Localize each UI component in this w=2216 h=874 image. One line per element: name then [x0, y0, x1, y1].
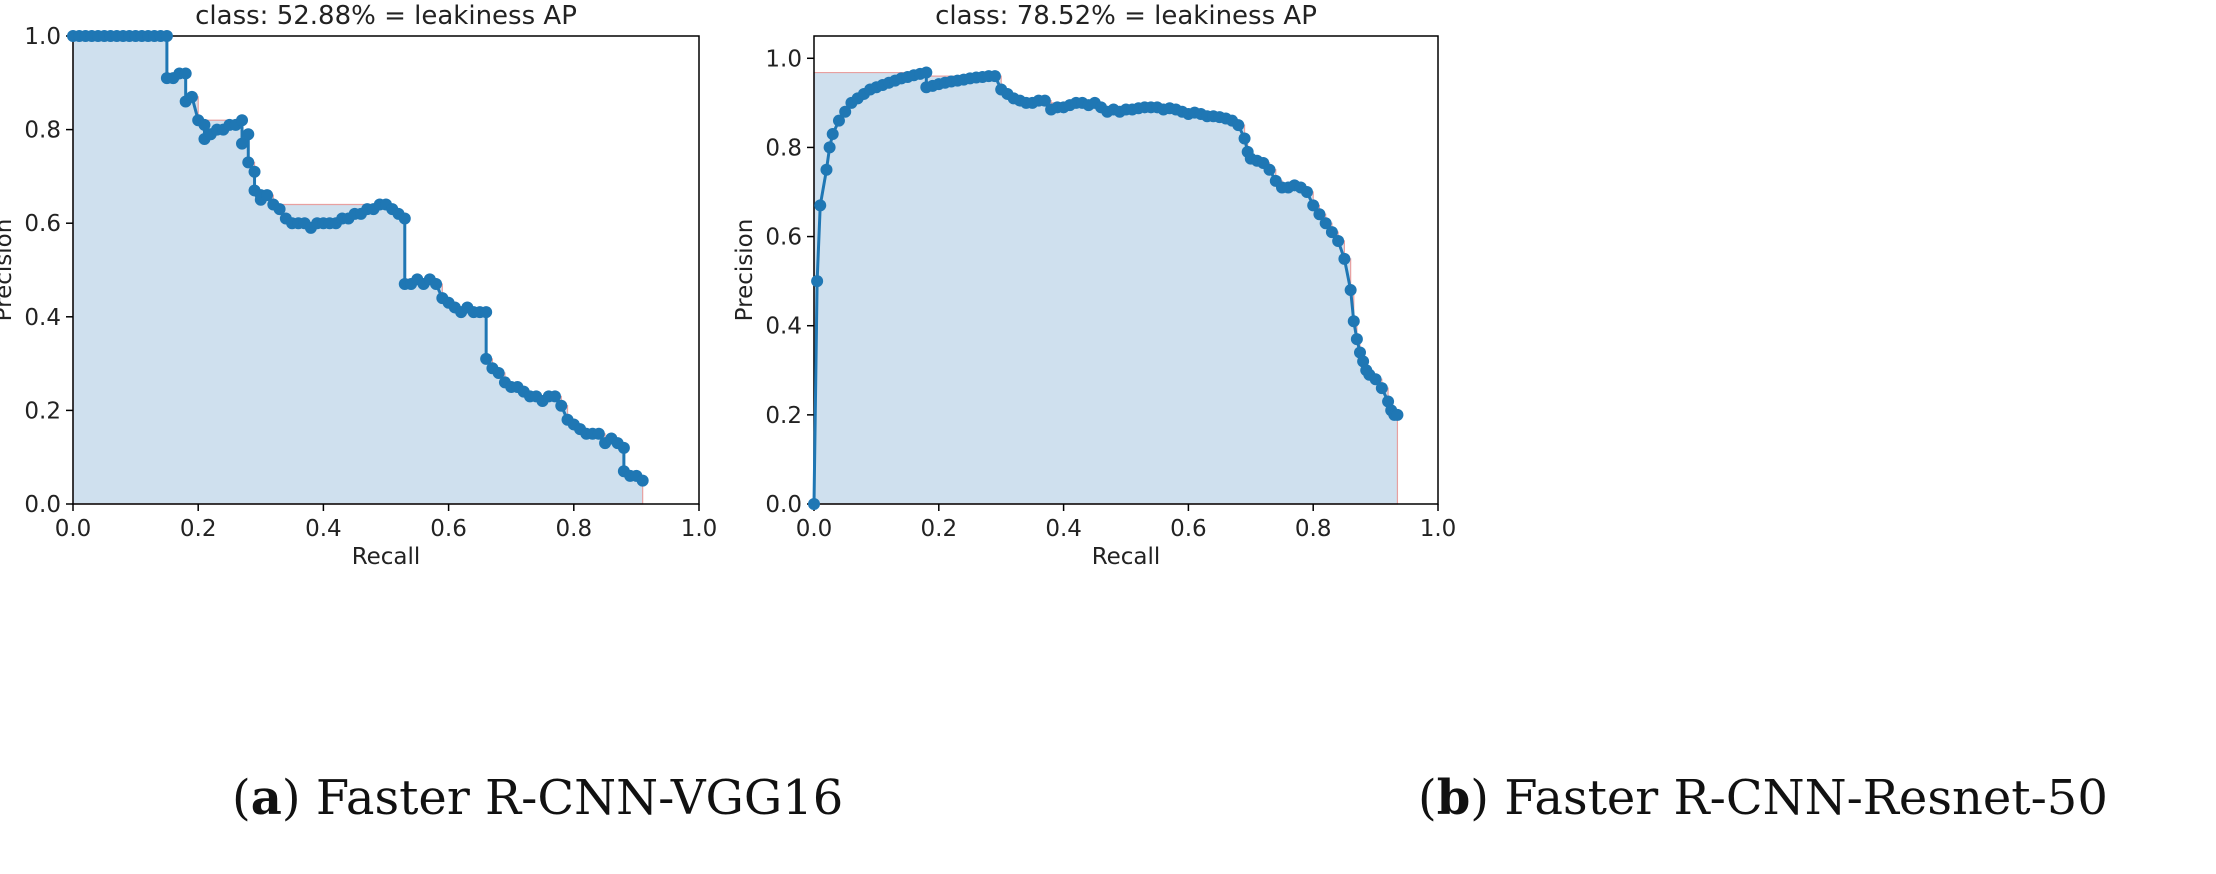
- pr-point: [636, 474, 649, 487]
- pr-point: [549, 390, 562, 403]
- caption-paren-close: ): [281, 770, 301, 826]
- x-tick-label: 0.6: [1170, 516, 1207, 542]
- pr-chart-a: 0.0 0.2 0.4 0.6 0.8 1.0 0.0 0.2 0.4 0.6 0.8 1.0 clas…: [0, 1, 718, 570]
- pr-point: [480, 352, 493, 365]
- x-tick-label: 0.4: [1045, 516, 1082, 542]
- pr-point: [1391, 408, 1404, 421]
- pr-point: [198, 118, 211, 131]
- y-tick-label: 0.4: [765, 314, 802, 340]
- pr-point: [273, 203, 286, 216]
- x-axis-label: Recall: [1092, 544, 1161, 570]
- pr-point: [236, 114, 249, 127]
- pr-area: [813, 71, 1399, 505]
- caption-paren-open: (: [1418, 770, 1437, 826]
- pr-point: [1263, 163, 1276, 176]
- y-tick-label: 1.0: [765, 46, 802, 72]
- pr-point: [179, 67, 192, 80]
- pr-point: [1307, 199, 1320, 212]
- y-axis-label: Precision: [0, 219, 17, 322]
- pr-point: [1375, 382, 1388, 395]
- caption-text: Faster R-CNN-VGG16: [300, 770, 844, 826]
- pr-point: [480, 306, 493, 319]
- plot-frame: [813, 35, 1439, 505]
- caption-letter: a: [250, 770, 282, 826]
- pr-point: [592, 427, 605, 440]
- pr-point: [617, 441, 630, 454]
- y-tick-label: 0.8: [24, 118, 61, 144]
- y-tick-label: 0.2: [765, 403, 802, 429]
- chart-title: class: 78.52% = leakiness AP: [935, 1, 1317, 31]
- caption-paren-close: ): [1470, 770, 1490, 826]
- x-tick-label: 0.0: [55, 516, 92, 542]
- pr-point: [242, 128, 255, 141]
- y-axis-label: Precision: [732, 219, 758, 322]
- pr-point: [839, 105, 852, 118]
- pr-point: [1300, 186, 1313, 198]
- pr-point: [492, 366, 505, 379]
- caption-a: (a) Faster R-CNN-VGG16: [232, 770, 843, 826]
- pr-chart-b: 0.0 0.2 0.4 0.6 0.8 1.0 0.0 0.2 0.4 0.6 0.8 1.0 clas…: [732, 1, 1457, 570]
- x-tick-label: 0.2: [180, 516, 217, 542]
- pr-point: [988, 70, 1001, 83]
- pr-point: [823, 141, 836, 154]
- pr-point: [430, 278, 443, 291]
- pr-point: [1313, 208, 1326, 221]
- pr-point: [808, 498, 820, 510]
- y-tick-label: 1.0: [24, 24, 61, 50]
- pr-point: [185, 90, 198, 103]
- pr-point: [1332, 235, 1345, 248]
- x-tick-label: 0.8: [1295, 516, 1332, 542]
- pr-point: [811, 275, 824, 288]
- x-tick-label: 0.2: [921, 516, 958, 542]
- x-tick-label: 0.6: [430, 516, 467, 542]
- y-tick-label: 0.0: [765, 492, 802, 518]
- pr-point: [1338, 252, 1351, 265]
- pr-point: [1350, 333, 1363, 346]
- pr-point: [820, 163, 833, 176]
- pr-point: [248, 165, 261, 178]
- pr-point: [826, 128, 839, 141]
- x-tick-label: 1.0: [681, 516, 718, 542]
- pr-point: [1319, 217, 1332, 230]
- pr-point: [1344, 284, 1357, 297]
- pr-point: [1238, 132, 1251, 145]
- pr-point: [1038, 94, 1051, 107]
- x-tick-label: 0.8: [556, 516, 593, 542]
- pr-point: [920, 66, 933, 79]
- pr-point: [814, 199, 827, 212]
- chart-title: class: 52.88% = leakiness AP: [195, 1, 577, 31]
- plot-frame: [72, 35, 700, 505]
- caption-paren-open: (: [232, 770, 251, 826]
- x-tick-label: 0.4: [305, 516, 342, 542]
- caption-letter: b: [1436, 770, 1471, 826]
- y-tick-label: 0.6: [765, 225, 802, 251]
- caption-text: Faster R-CNN-Resnet-50: [1489, 770, 2108, 826]
- pr-point: [242, 156, 255, 169]
- pr-point: [398, 212, 411, 225]
- pr-point: [236, 137, 249, 150]
- caption-b: (b) Faster R-CNN-Resnet-50: [1418, 770, 2108, 826]
- x-axis-label: Recall: [352, 544, 421, 570]
- y-tick-label: 0.4: [24, 305, 61, 331]
- x-tick-label: 0.0: [796, 516, 833, 542]
- y-tick-label: 0.8: [765, 135, 802, 161]
- y-tick-label: 0.0: [24, 492, 61, 518]
- pr-area: [72, 35, 644, 505]
- pr-point: [1347, 315, 1360, 328]
- y-tick-label: 0.2: [24, 398, 61, 424]
- y-tick-label: 0.6: [24, 211, 61, 237]
- pr-point: [1232, 119, 1245, 132]
- pr-point: [261, 189, 274, 202]
- pr-point: [1325, 226, 1338, 239]
- pr-point: [1369, 373, 1382, 386]
- pr-point: [160, 30, 173, 42]
- x-tick-label: 1.0: [1420, 516, 1457, 542]
- pr-point: [555, 399, 568, 412]
- pr-point: [832, 114, 845, 127]
